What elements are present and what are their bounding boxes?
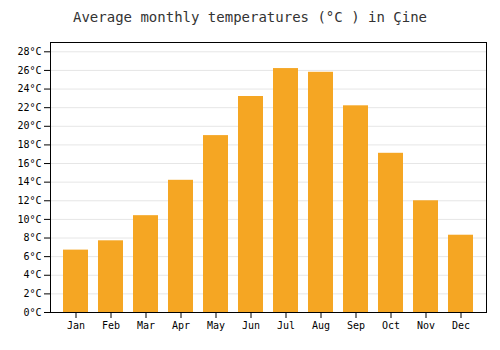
svg-text:Jun: Jun (242, 320, 260, 331)
svg-text:2°C: 2°C (23, 288, 41, 299)
svg-text:14°C: 14°C (17, 176, 41, 187)
svg-text:16°C: 16°C (17, 158, 41, 169)
svg-text:Nov: Nov (417, 320, 435, 331)
svg-text:12°C: 12°C (17, 195, 41, 206)
svg-text:Mar: Mar (137, 320, 155, 331)
svg-text:4°C: 4°C (23, 269, 41, 280)
svg-text:Jul: Jul (277, 320, 295, 331)
svg-text:8°C: 8°C (23, 232, 41, 243)
svg-text:Feb: Feb (102, 320, 120, 331)
svg-text:26°C: 26°C (17, 65, 41, 76)
svg-text:0°C: 0°C (23, 307, 41, 318)
html-text:Average monthly temperatures (: Average monthly temperatures (°C ) in Çi… (73, 9, 427, 25)
svg-text:28°C: 28°C (17, 46, 41, 57)
svg-text:Jan: Jan (67, 320, 85, 331)
svg-text:Apr: Apr (172, 320, 190, 331)
svg-text:24°C: 24°C (17, 83, 41, 94)
svg-text:22°C: 22°C (17, 102, 41, 113)
svg-text:Oct: Oct (382, 320, 400, 331)
svg-text:Sep: Sep (347, 320, 365, 331)
svg-text:May: May (207, 320, 225, 331)
svg-text:Aug: Aug (312, 320, 330, 331)
svg-text:6°C: 6°C (23, 251, 41, 262)
svg-text:10°C: 10°C (17, 214, 41, 225)
svg-text:20°C: 20°C (17, 120, 41, 131)
svg-text:18°C: 18°C (17, 139, 41, 150)
svg-text:Dec: Dec (452, 320, 470, 331)
